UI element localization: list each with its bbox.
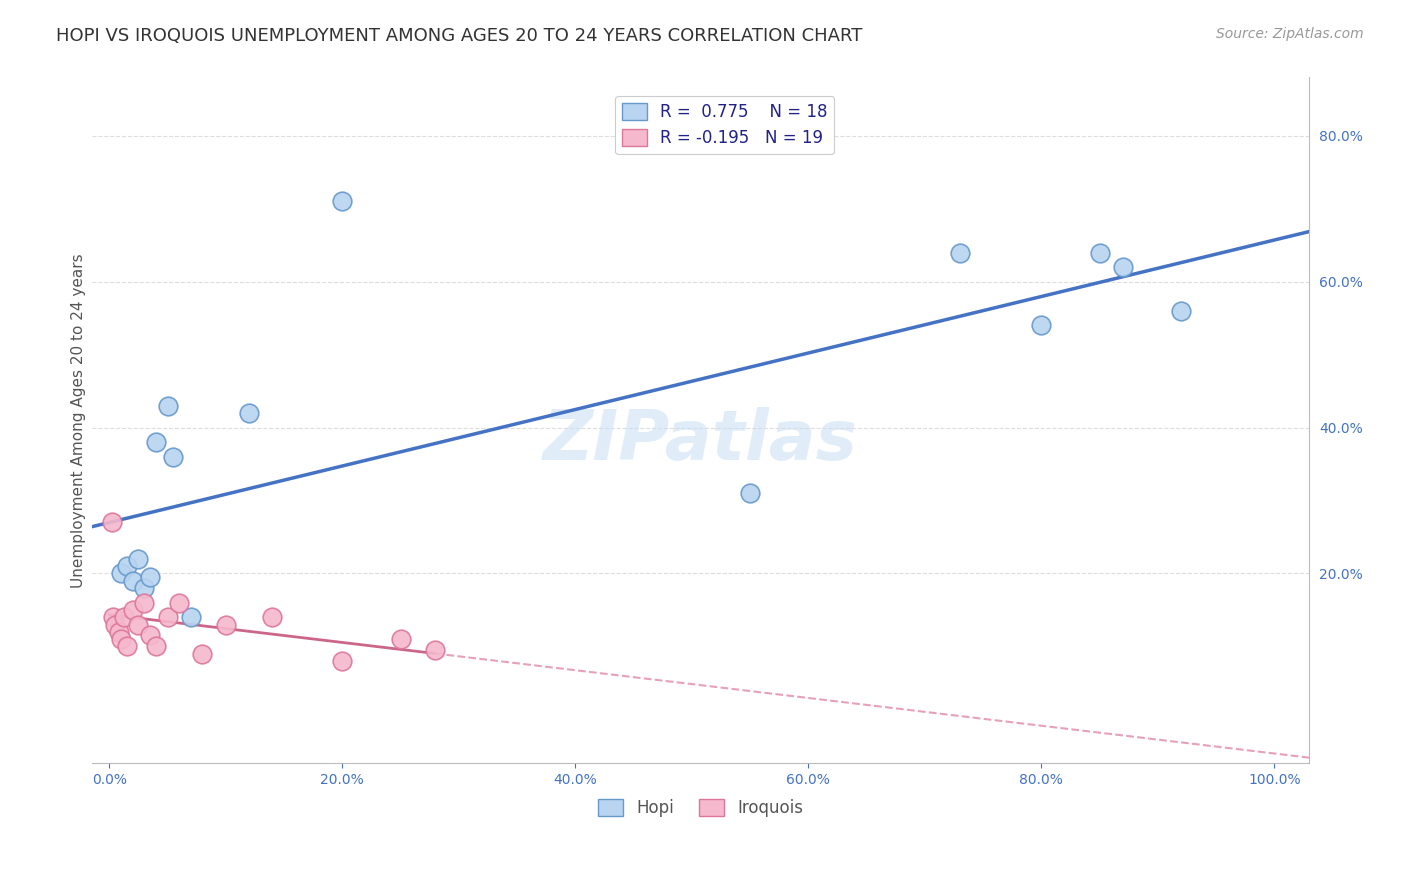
- Point: [1170, 304, 1192, 318]
- Point: [145, 435, 167, 450]
- Point: [156, 399, 179, 413]
- Point: [238, 406, 260, 420]
- Point: [330, 654, 353, 668]
- Point: [104, 617, 127, 632]
- Point: [262, 610, 284, 624]
- Point: [127, 552, 149, 566]
- Point: [110, 632, 132, 647]
- Point: [191, 647, 214, 661]
- Point: [101, 610, 124, 624]
- Legend: Hopi, Iroquois: Hopi, Iroquois: [591, 792, 810, 823]
- Point: [330, 194, 353, 209]
- Point: [115, 559, 138, 574]
- Point: [127, 617, 149, 632]
- Point: [107, 624, 129, 639]
- Point: [156, 610, 179, 624]
- Point: [1031, 318, 1053, 333]
- Point: [121, 603, 143, 617]
- Point: [215, 617, 238, 632]
- Point: [112, 610, 135, 624]
- Point: [100, 516, 122, 530]
- Point: [134, 596, 156, 610]
- Point: [134, 581, 156, 595]
- Point: [180, 610, 202, 624]
- Point: [121, 574, 143, 588]
- Point: [1112, 260, 1135, 274]
- Point: [738, 486, 761, 500]
- Y-axis label: Unemployment Among Ages 20 to 24 years: Unemployment Among Ages 20 to 24 years: [72, 253, 86, 588]
- Point: [139, 570, 162, 584]
- Point: [949, 245, 972, 260]
- Point: [115, 640, 138, 654]
- Point: [425, 643, 447, 657]
- Text: ZIPatlas: ZIPatlas: [543, 408, 858, 475]
- Point: [110, 566, 132, 581]
- Text: Source: ZipAtlas.com: Source: ZipAtlas.com: [1216, 27, 1364, 41]
- Point: [162, 450, 184, 464]
- Point: [1088, 245, 1111, 260]
- Point: [139, 628, 162, 642]
- Point: [389, 632, 412, 647]
- Point: [167, 596, 190, 610]
- Point: [145, 640, 167, 654]
- Text: HOPI VS IROQUOIS UNEMPLOYMENT AMONG AGES 20 TO 24 YEARS CORRELATION CHART: HOPI VS IROQUOIS UNEMPLOYMENT AMONG AGES…: [56, 27, 863, 45]
